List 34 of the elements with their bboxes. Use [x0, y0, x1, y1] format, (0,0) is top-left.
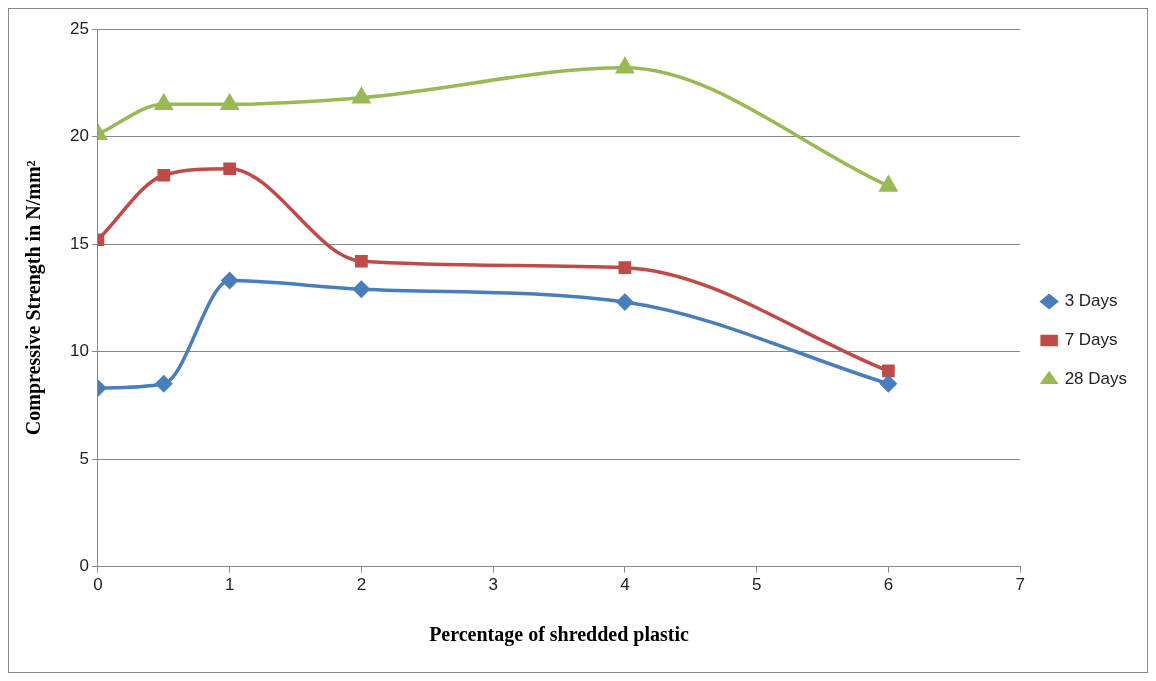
point — [618, 261, 632, 275]
point — [157, 168, 171, 182]
legend-label: 3 Days — [1064, 291, 1118, 311]
y-tick-label: 15 — [69, 233, 89, 253]
x-axis-title: Percentage of shredded plastic — [429, 623, 690, 647]
point — [879, 176, 898, 192]
y-tick-label: 0 — [79, 556, 89, 576]
x-tick-label: 6 — [883, 575, 894, 595]
point — [353, 280, 370, 298]
point — [352, 88, 371, 104]
x-tick-label: 0 — [93, 575, 103, 595]
x-tick-label: 7 — [1015, 575, 1025, 595]
y-tick-label: 10 — [69, 341, 89, 361]
x-tick-label: 5 — [751, 575, 762, 595]
x-tick-label: 3 — [488, 575, 498, 595]
y-axis-title: Compressive Strength in N/mm² — [22, 160, 46, 436]
y-tick-label: 5 — [79, 448, 89, 468]
x-tick-label: 1 — [224, 575, 235, 595]
point — [154, 92, 174, 111]
point — [882, 364, 895, 378]
y-tick-label: 20 — [69, 126, 89, 146]
point — [223, 162, 236, 176]
x-tick-label: 4 — [620, 575, 630, 595]
point — [219, 92, 240, 111]
y-tick-label: 25 — [69, 18, 89, 38]
x-tick-label: 2 — [356, 575, 367, 595]
point — [155, 375, 173, 393]
point — [616, 57, 634, 74]
point — [616, 293, 634, 311]
legend-label: 28 Days — [1064, 369, 1128, 389]
legend-label: 7 Days — [1064, 330, 1118, 350]
point — [355, 254, 368, 268]
point — [880, 375, 897, 393]
point — [221, 272, 238, 289]
